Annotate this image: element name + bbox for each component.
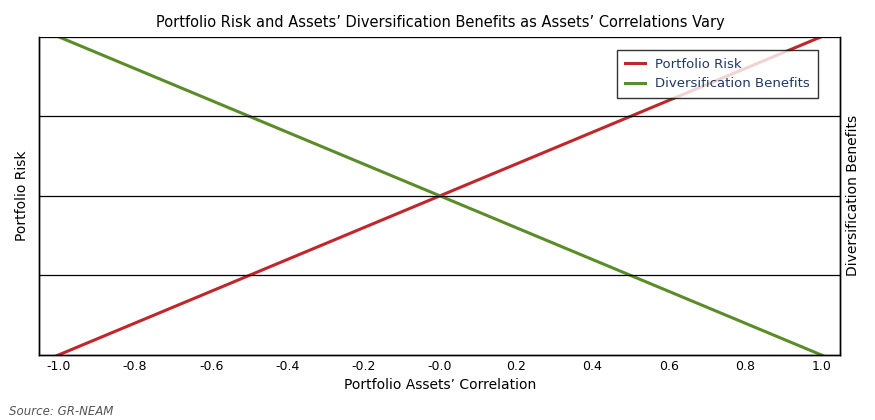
Title: Portfolio Risk and Assets’ Diversification Benefits as Assets’ Correlations Vary: Portfolio Risk and Assets’ Diversificati… [156,15,724,30]
Legend: Portfolio Risk, Diversification Benefits: Portfolio Risk, Diversification Benefits [617,50,818,98]
Y-axis label: Portfolio Risk: Portfolio Risk [15,151,29,241]
Text: Source: GR-NEAM: Source: GR-NEAM [9,405,113,418]
Y-axis label: Diversification Benefits: Diversification Benefits [846,116,860,276]
X-axis label: Portfolio Assets’ Correlation: Portfolio Assets’ Correlation [344,378,536,392]
